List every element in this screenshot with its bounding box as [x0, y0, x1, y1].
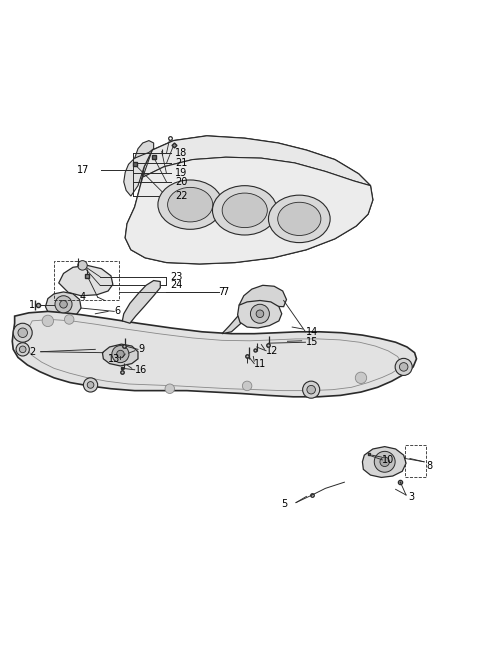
Ellipse shape	[213, 186, 277, 235]
Ellipse shape	[158, 180, 222, 230]
Text: 2: 2	[29, 347, 35, 357]
Text: 5: 5	[281, 499, 288, 510]
Text: 24: 24	[170, 280, 182, 291]
Circle shape	[60, 300, 67, 308]
Circle shape	[307, 386, 315, 394]
Circle shape	[55, 296, 72, 313]
Text: 18: 18	[175, 148, 187, 158]
Circle shape	[64, 315, 74, 324]
Polygon shape	[122, 281, 160, 323]
Text: 14: 14	[305, 327, 318, 337]
Circle shape	[16, 342, 29, 356]
Text: 8: 8	[426, 461, 432, 470]
Circle shape	[256, 310, 264, 318]
Bar	[405, 445, 426, 478]
Circle shape	[84, 378, 97, 392]
Text: 4: 4	[80, 292, 86, 302]
Text: 11: 11	[254, 359, 266, 369]
Circle shape	[87, 382, 94, 388]
Circle shape	[374, 451, 395, 472]
Polygon shape	[135, 140, 154, 158]
Polygon shape	[12, 312, 417, 397]
Polygon shape	[46, 292, 81, 319]
Ellipse shape	[222, 193, 267, 228]
Circle shape	[242, 381, 252, 390]
Text: 1: 1	[29, 300, 35, 310]
Circle shape	[251, 304, 269, 323]
Text: 7: 7	[222, 287, 228, 297]
Bar	[54, 260, 120, 300]
Circle shape	[302, 381, 320, 398]
Polygon shape	[238, 300, 282, 328]
Circle shape	[42, 315, 54, 327]
Circle shape	[13, 323, 32, 342]
Polygon shape	[59, 266, 113, 296]
Circle shape	[399, 363, 408, 371]
Polygon shape	[239, 285, 287, 306]
Ellipse shape	[268, 195, 330, 243]
Circle shape	[380, 457, 389, 466]
Polygon shape	[102, 344, 138, 366]
Circle shape	[117, 350, 124, 358]
Text: 13: 13	[108, 354, 120, 364]
Text: 6: 6	[114, 306, 120, 316]
Text: 20: 20	[175, 177, 187, 187]
Text: 10: 10	[383, 455, 395, 465]
Text: 15: 15	[305, 337, 318, 347]
Text: 22: 22	[175, 191, 188, 201]
Text: 9: 9	[138, 344, 144, 354]
Ellipse shape	[168, 188, 213, 222]
Circle shape	[165, 384, 175, 394]
Circle shape	[355, 372, 367, 384]
Text: 3: 3	[408, 493, 415, 502]
Polygon shape	[125, 157, 373, 264]
Circle shape	[18, 328, 27, 337]
Text: 7: 7	[219, 287, 225, 297]
Circle shape	[112, 346, 129, 363]
Ellipse shape	[278, 202, 321, 236]
Circle shape	[78, 260, 87, 270]
Text: 17: 17	[77, 165, 89, 176]
Text: 12: 12	[266, 346, 278, 356]
Polygon shape	[222, 296, 263, 334]
Text: 23: 23	[170, 272, 182, 282]
Polygon shape	[125, 136, 373, 264]
Text: 19: 19	[175, 169, 187, 178]
Polygon shape	[143, 136, 371, 186]
Circle shape	[395, 358, 412, 375]
Text: 16: 16	[135, 365, 147, 375]
Polygon shape	[362, 447, 406, 478]
Polygon shape	[124, 150, 152, 196]
Circle shape	[19, 346, 26, 353]
Text: 21: 21	[175, 158, 187, 169]
